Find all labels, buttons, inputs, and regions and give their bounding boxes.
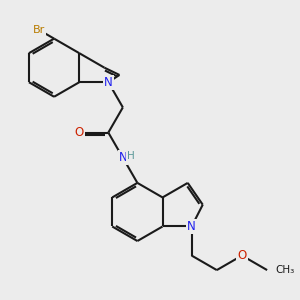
Text: O: O [237,249,247,262]
Text: N: N [104,76,113,89]
Text: H: H [127,151,135,161]
Text: CH₃: CH₃ [276,265,295,275]
Text: N: N [118,151,127,164]
Text: N: N [187,220,196,233]
Text: O: O [75,126,84,139]
Text: Br: Br [33,25,45,35]
